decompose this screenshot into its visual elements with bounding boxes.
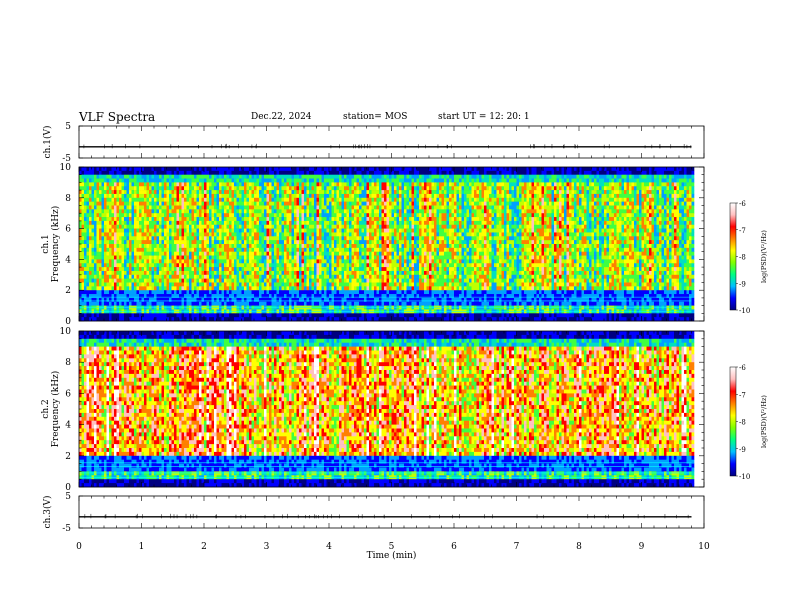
x-tick-6: 6 bbox=[451, 542, 457, 552]
ch1-cb-tick--10: -10 bbox=[739, 307, 750, 315]
ch1-colorbar bbox=[729, 202, 737, 311]
ch2-spectrogram-ytick-10: 10 bbox=[60, 327, 72, 337]
ch2-spectrogram-ylabel: Frequency (kHz) bbox=[50, 371, 61, 448]
ch2-cb-label: log(PSD)(V²/Hz) bbox=[760, 395, 768, 448]
ch1-cb-tick--9: -9 bbox=[739, 280, 746, 288]
ch1-waveform-ytick--5: -5 bbox=[62, 154, 71, 164]
x-tick-1: 1 bbox=[139, 542, 145, 552]
ch2-cb-tick--9: -9 bbox=[739, 446, 746, 454]
ch2-cb-tick--6: -6 bbox=[739, 364, 746, 372]
x-tick-2: 2 bbox=[201, 542, 207, 552]
ch1-cb-tick--8: -8 bbox=[739, 254, 746, 262]
ch2-spectrogram-ytick-4: 4 bbox=[65, 421, 71, 431]
x-axis-label: Time (min) bbox=[367, 550, 417, 561]
ch1-spectrogram-ytick-8: 8 bbox=[65, 194, 71, 204]
ch2-colorbar bbox=[729, 366, 737, 477]
ch2-spectrogram-ytick-6: 6 bbox=[65, 389, 71, 399]
x-tick-9: 9 bbox=[639, 542, 645, 552]
ch1-spectrogram-ytick-4: 4 bbox=[65, 255, 71, 265]
ch2-spectrogram-ytick-0: 0 bbox=[65, 483, 71, 493]
ch1-spectrogram-ytick-0: 0 bbox=[65, 317, 71, 327]
x-tick-5: 5 bbox=[389, 542, 395, 552]
ch3-waveform-ytick-5: 5 bbox=[65, 492, 71, 502]
ch2-cb-tick--10: -10 bbox=[739, 473, 750, 481]
ch2-spectrogram-ytick-8: 8 bbox=[65, 358, 71, 368]
x-tick-8: 8 bbox=[576, 542, 582, 552]
ch3-waveform-ylabel: ch.3(V) bbox=[42, 496, 53, 529]
ch2-spectrogram-ytick-2: 2 bbox=[65, 452, 71, 462]
ch1-cb-tick--6: -6 bbox=[739, 200, 746, 208]
ch1-spectrogram-ytick-2: 2 bbox=[65, 286, 71, 296]
ch1-waveform-ytick-5: 5 bbox=[65, 122, 71, 132]
date-label: Dec.22, 2024 bbox=[251, 112, 312, 122]
ch1-spectrogram-ytick-10: 10 bbox=[60, 163, 72, 173]
ch3-waveform-ytick--5: -5 bbox=[62, 524, 71, 534]
x-tick-7: 7 bbox=[514, 542, 520, 552]
x-tick-0: 0 bbox=[76, 542, 82, 552]
ch2-cb-tick--8: -8 bbox=[739, 419, 746, 427]
ch1-spectrogram-ylabel: Frequency (kHz) bbox=[50, 206, 61, 283]
ch2-spectrogram-channel-label: ch.2 bbox=[41, 399, 51, 418]
chart-title: VLF Spectra bbox=[79, 110, 155, 124]
x-tick-10: 10 bbox=[698, 542, 710, 552]
ch1-spectrogram bbox=[79, 167, 695, 322]
ch2-spectrogram bbox=[79, 331, 695, 488]
start-time-label: start UT = 12: 20: 1 bbox=[438, 112, 530, 122]
ch1-spectrogram-channel-label: ch.1 bbox=[41, 234, 51, 253]
ch1-cb-tick--7: -7 bbox=[739, 227, 746, 235]
x-tick-3: 3 bbox=[264, 542, 270, 552]
ch1-waveform-ylabel: ch.1(V) bbox=[42, 126, 53, 159]
x-tick-4: 4 bbox=[326, 542, 332, 552]
ch1-spectrogram-ytick-6: 6 bbox=[65, 225, 71, 235]
ch2-cb-tick--7: -7 bbox=[739, 391, 746, 399]
station-label: station= MOS bbox=[343, 112, 407, 122]
ch1-cb-label: log(PSD)(V²/Hz) bbox=[760, 230, 768, 283]
